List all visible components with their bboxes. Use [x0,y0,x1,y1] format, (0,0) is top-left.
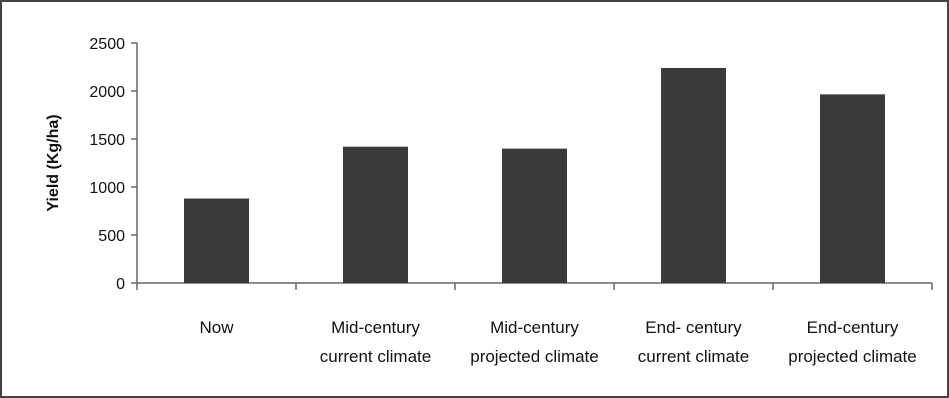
y-axis: 0 500 1000 1500 2000 2500 [89,36,138,293]
bar [184,198,249,283]
bars [184,67,885,284]
x-category-label: current climate [320,347,431,366]
y-tick-label: 2500 [89,36,125,53]
x-category-label: projected climate [470,347,599,366]
bar [661,67,726,284]
category-labels: Now Mid-century current climate Mid-century… [199,318,916,366]
y-axis-label: Yield (Kg/ha) [45,114,62,211]
y-tick-label: 500 [98,228,125,245]
x-category-label: projected climate [788,347,917,366]
x-category-label: Mid-century [331,318,420,337]
x-category-label: Mid-century [490,318,579,337]
x-category-label: Now [199,318,234,337]
x-category-label: End-century [807,318,899,337]
x-axis [136,282,933,290]
x-category-label: current climate [638,347,749,366]
bar [343,146,408,283]
y-tick-label: 1500 [89,132,125,149]
y-tick-label: 1000 [89,180,125,197]
y-tick-label: 0 [116,276,125,293]
bar [502,148,567,283]
bar [820,94,885,283]
y-tick-label: 2000 [89,84,125,101]
x-category-label: End- century [645,318,742,337]
